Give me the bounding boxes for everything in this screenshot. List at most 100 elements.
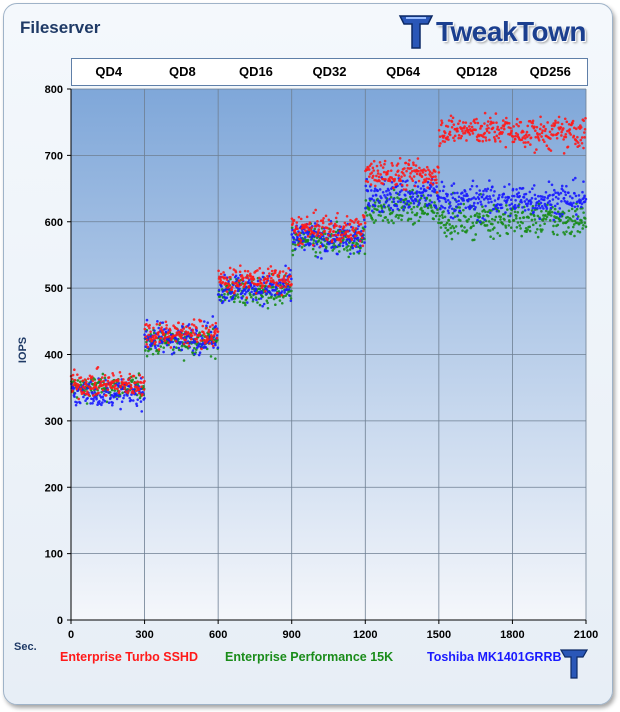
data-point	[283, 280, 287, 284]
data-point	[467, 197, 471, 201]
data-point	[456, 191, 459, 195]
data-point	[514, 198, 517, 202]
data-point	[192, 331, 195, 334]
data-point	[149, 330, 152, 333]
data-point	[514, 217, 518, 220]
data-point	[490, 200, 493, 204]
data-point	[93, 390, 96, 394]
data-point	[367, 168, 371, 171]
data-point	[489, 235, 492, 239]
data-point	[497, 128, 501, 132]
data-point	[364, 184, 368, 188]
data-point	[280, 293, 284, 297]
data-point	[412, 161, 415, 164]
data-point	[85, 402, 89, 405]
data-point	[526, 124, 530, 128]
data-point	[431, 175, 435, 179]
queue-depth-label: QD64	[386, 64, 421, 79]
data-point	[364, 211, 368, 214]
data-point	[514, 134, 517, 138]
tweaktown-small-logo-icon	[560, 649, 588, 679]
data-point	[479, 127, 482, 130]
data-point	[558, 215, 562, 218]
data-point	[98, 394, 102, 397]
data-point	[449, 114, 453, 118]
data-point	[412, 163, 415, 167]
data-point	[347, 244, 350, 248]
data-point	[198, 333, 202, 336]
data-point	[288, 280, 291, 284]
data-point	[79, 376, 83, 379]
data-point	[444, 200, 448, 204]
data-point	[271, 285, 275, 289]
data-point	[371, 194, 375, 198]
data-point	[84, 392, 88, 396]
data-point	[304, 235, 307, 239]
data-point	[538, 217, 542, 221]
data-point	[254, 288, 258, 291]
data-point	[219, 279, 223, 282]
data-point	[550, 183, 554, 187]
data-point	[332, 229, 335, 233]
data-point	[309, 242, 312, 246]
data-point	[326, 226, 329, 230]
queue-depth-header: QD4 QD8 QD16 QD32 QD64 QD128 QD256	[71, 58, 588, 86]
data-point	[265, 280, 268, 284]
data-point	[143, 327, 147, 331]
data-point	[521, 221, 524, 225]
data-point	[312, 211, 316, 215]
data-point	[372, 199, 376, 202]
chart-title: Fileserver	[20, 18, 101, 37]
data-point	[439, 207, 442, 211]
data-point	[148, 326, 151, 330]
data-point	[284, 264, 287, 268]
data-point	[353, 244, 356, 248]
data-point	[310, 235, 314, 239]
data-point	[415, 192, 418, 195]
data-point	[567, 191, 570, 194]
data-point	[449, 204, 452, 208]
data-point	[91, 379, 95, 383]
data-point	[521, 136, 525, 140]
data-point	[256, 301, 259, 304]
data-point	[397, 193, 401, 196]
x-tick-label: 300	[135, 629, 153, 641]
data-point	[375, 164, 379, 168]
data-point	[454, 208, 457, 212]
data-point	[466, 199, 470, 203]
data-point	[485, 189, 488, 193]
data-point	[165, 343, 169, 347]
data-point	[492, 194, 495, 197]
data-point	[237, 276, 240, 280]
data-point	[198, 331, 201, 334]
data-point	[244, 276, 248, 279]
data-point	[510, 129, 513, 133]
data-point	[492, 237, 495, 240]
data-point	[314, 240, 318, 243]
data-point	[546, 121, 549, 124]
data-point	[433, 201, 436, 204]
data-point	[246, 269, 250, 273]
data-point	[364, 206, 367, 210]
data-point	[573, 219, 577, 223]
data-point	[117, 381, 121, 385]
data-point	[403, 205, 406, 208]
data-point	[554, 191, 557, 194]
data-point	[144, 349, 147, 352]
data-point	[234, 270, 238, 274]
data-point	[433, 190, 436, 194]
data-point	[475, 212, 479, 215]
data-point	[452, 226, 456, 230]
data-point	[499, 215, 502, 219]
data-point	[121, 391, 124, 395]
data-point	[583, 221, 587, 224]
data-point	[184, 330, 188, 333]
data-point	[410, 211, 414, 214]
data-point	[515, 214, 518, 218]
data-point	[399, 179, 403, 183]
data-point	[417, 219, 421, 223]
data-point	[552, 193, 555, 196]
data-point	[395, 204, 399, 208]
data-point	[426, 186, 429, 189]
data-point	[418, 172, 422, 175]
